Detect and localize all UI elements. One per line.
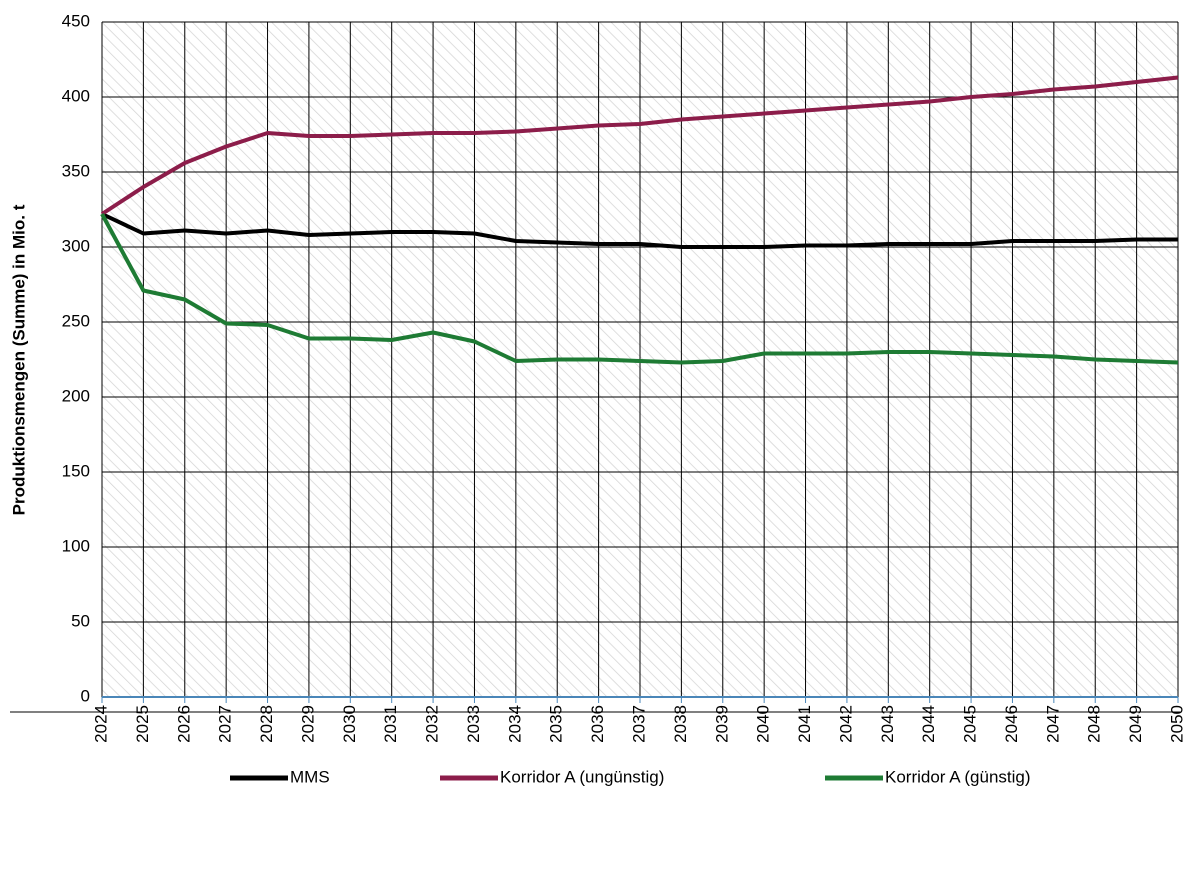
y-tick-label: 250 <box>62 311 90 330</box>
y-tick-label: 200 <box>62 386 90 405</box>
x-tick-label: 2034 <box>505 705 524 743</box>
series-line <box>100 213 1179 365</box>
series-line <box>101 212 1178 249</box>
x-tick-label: 2047 <box>1043 705 1062 743</box>
legend-label: Korridor A (günstig) <box>885 767 1031 786</box>
y-tick-label: 400 <box>62 86 90 105</box>
x-tick-label: 2044 <box>919 705 938 743</box>
x-tick-label: 2046 <box>1002 705 1021 743</box>
x-tick-label: 2025 <box>133 705 152 743</box>
y-axis-title: Produktionsmengen (Summe) in Mio. t <box>9 204 28 515</box>
x-tick-label: 2024 <box>91 705 110 743</box>
x-tick-label: 2029 <box>298 705 317 743</box>
x-tick-label: 2049 <box>1126 705 1145 743</box>
x-tick-label: 2041 <box>795 705 814 743</box>
y-tick-label: 300 <box>62 236 90 255</box>
x-tick-label: 2032 <box>423 705 442 743</box>
x-tick-label: 2050 <box>1167 705 1186 743</box>
x-tick-label: 2048 <box>1085 705 1104 743</box>
x-tick-label: 2028 <box>257 705 276 743</box>
y-tick-label: 450 <box>62 11 90 30</box>
x-tick-label: 2031 <box>381 705 400 743</box>
legend-label: Korridor A (ungünstig) <box>500 767 664 786</box>
x-tick-label: 2033 <box>464 705 483 743</box>
x-tick-label: 2037 <box>629 705 648 743</box>
x-tick-label: 2038 <box>671 705 690 743</box>
x-tick-label: 2039 <box>712 705 731 743</box>
x-tick-label: 2042 <box>836 705 855 743</box>
y-tick-label: 0 <box>81 686 90 705</box>
x-tick-label: 2040 <box>754 705 773 743</box>
y-tick-label: 100 <box>62 536 90 555</box>
x-tick-label: 2027 <box>216 705 235 743</box>
x-tick-label: 2026 <box>174 705 193 743</box>
x-tick-label: 2045 <box>961 705 980 743</box>
x-tick-label: 2043 <box>878 705 897 743</box>
series-line <box>100 75 1179 216</box>
legend-label: MMS <box>290 767 330 786</box>
x-tick-label: 2036 <box>588 705 607 743</box>
y-tick-label: 350 <box>62 161 90 180</box>
x-tick-label: 2035 <box>547 705 566 743</box>
y-tick-label: 50 <box>71 611 90 630</box>
x-tick-label: 2030 <box>340 705 359 743</box>
y-tick-label: 150 <box>62 461 90 480</box>
